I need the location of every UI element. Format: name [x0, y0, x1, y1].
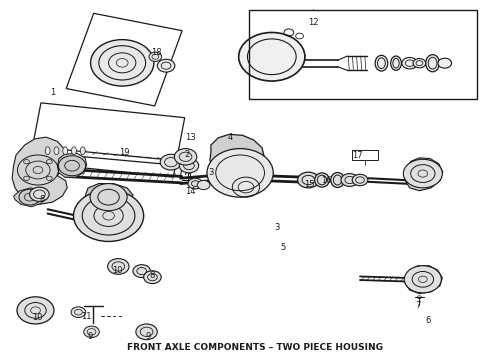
Ellipse shape	[375, 55, 388, 71]
Circle shape	[197, 180, 210, 190]
Text: 11: 11	[81, 312, 92, 321]
Text: 19: 19	[120, 148, 130, 157]
Circle shape	[438, 58, 452, 68]
Circle shape	[30, 187, 49, 202]
Circle shape	[413, 59, 426, 68]
Circle shape	[90, 184, 127, 211]
Circle shape	[84, 326, 99, 338]
Text: 12: 12	[308, 18, 319, 27]
Ellipse shape	[72, 147, 76, 155]
Text: 9: 9	[146, 332, 151, 341]
Ellipse shape	[54, 147, 59, 155]
Ellipse shape	[331, 172, 344, 188]
Text: 2: 2	[184, 150, 189, 159]
Text: 5: 5	[280, 243, 286, 252]
Text: 13: 13	[185, 132, 196, 141]
Ellipse shape	[391, 56, 401, 70]
Text: 6: 6	[425, 315, 430, 324]
Text: 14: 14	[185, 187, 196, 196]
Text: FRONT AXLE COMPONENTS – TWO PIECE HOUSING: FRONT AXLE COMPONENTS – TWO PIECE HOUSIN…	[127, 343, 383, 352]
Circle shape	[17, 297, 54, 324]
Text: 18: 18	[151, 48, 162, 57]
Ellipse shape	[80, 147, 85, 155]
Text: 7: 7	[416, 301, 420, 310]
Circle shape	[188, 178, 202, 189]
Circle shape	[352, 174, 368, 186]
Text: 10: 10	[32, 313, 42, 322]
Polygon shape	[57, 153, 87, 177]
Circle shape	[179, 158, 199, 173]
Circle shape	[160, 154, 182, 170]
Text: 1: 1	[50, 88, 55, 97]
Polygon shape	[14, 188, 45, 207]
Ellipse shape	[45, 147, 50, 155]
Polygon shape	[210, 134, 265, 181]
Ellipse shape	[63, 147, 68, 155]
Text: 17: 17	[352, 151, 363, 160]
Text: 3: 3	[274, 222, 279, 231]
Polygon shape	[405, 266, 442, 294]
Circle shape	[404, 266, 441, 293]
Circle shape	[144, 271, 161, 284]
Polygon shape	[12, 137, 67, 204]
Circle shape	[136, 324, 157, 340]
Circle shape	[149, 52, 162, 62]
Text: 3: 3	[208, 168, 214, 177]
Circle shape	[403, 159, 442, 188]
Ellipse shape	[315, 173, 329, 187]
Ellipse shape	[426, 55, 440, 72]
Circle shape	[297, 172, 319, 188]
Circle shape	[133, 265, 150, 278]
Bar	[249, 10, 477, 99]
Text: 9: 9	[88, 332, 93, 341]
Polygon shape	[405, 158, 443, 191]
Circle shape	[207, 149, 273, 197]
Circle shape	[74, 190, 144, 242]
Circle shape	[71, 307, 86, 318]
Circle shape	[108, 258, 129, 274]
Text: 8: 8	[150, 271, 155, 280]
Polygon shape	[84, 184, 133, 215]
Text: 8: 8	[39, 195, 45, 204]
Text: 16: 16	[321, 176, 332, 185]
Text: 4: 4	[228, 133, 233, 142]
Circle shape	[239, 32, 305, 81]
Bar	[352, 150, 377, 160]
Text: 15: 15	[305, 180, 315, 189]
Circle shape	[402, 58, 417, 69]
Circle shape	[157, 59, 175, 72]
Text: 10: 10	[112, 266, 122, 275]
Circle shape	[174, 149, 197, 165]
Circle shape	[91, 40, 154, 86]
Circle shape	[341, 174, 359, 186]
